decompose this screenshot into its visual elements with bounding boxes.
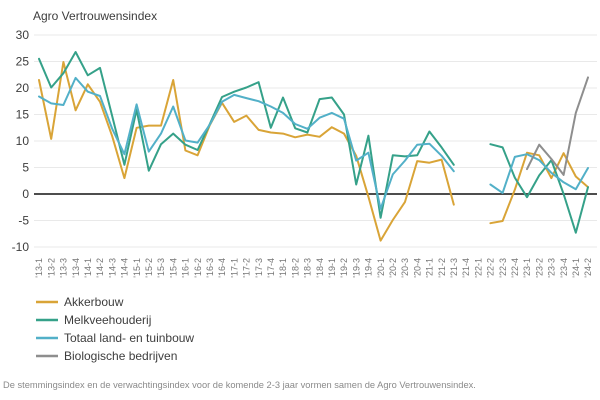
svg-text:'19-2: '19-2 <box>339 258 349 278</box>
svg-text:'17-2: '17-2 <box>242 258 252 278</box>
svg-text:De stemmingsindex en de verwac: De stemmingsindex en de verwachtingsinde… <box>3 380 476 390</box>
svg-text:'15-1: '15-1 <box>132 258 142 278</box>
svg-text:'16-1: '16-1 <box>181 258 191 278</box>
svg-text:'22-3: '22-3 <box>498 258 508 278</box>
svg-text:'13-4: '13-4 <box>71 258 81 278</box>
svg-text:'13-1: '13-1 <box>34 258 44 278</box>
svg-text:'13-3: '13-3 <box>59 258 69 278</box>
svg-text:'20-2: '20-2 <box>388 258 398 278</box>
svg-text:'18-3: '18-3 <box>303 258 313 278</box>
svg-text:'24-1: '24-1 <box>571 258 581 278</box>
svg-text:'19-4: '19-4 <box>364 258 374 278</box>
svg-text:'16-4: '16-4 <box>217 258 227 278</box>
svg-text:'13-2: '13-2 <box>46 258 56 278</box>
svg-text:'21-1: '21-1 <box>425 258 435 278</box>
svg-text:'15-4: '15-4 <box>168 258 178 278</box>
svg-text:'17-4: '17-4 <box>266 258 276 278</box>
svg-text:'22-4: '22-4 <box>510 258 520 278</box>
svg-text:30: 30 <box>16 28 30 42</box>
svg-text:'21-3: '21-3 <box>449 258 459 278</box>
svg-text:Biologische bedrijven: Biologische bedrijven <box>64 349 177 363</box>
svg-text:'18-4: '18-4 <box>315 258 325 278</box>
svg-text:'15-3: '15-3 <box>156 258 166 278</box>
svg-text:'15-2: '15-2 <box>144 258 154 278</box>
svg-text:-10: -10 <box>12 240 30 254</box>
svg-text:'16-3: '16-3 <box>205 258 215 278</box>
svg-text:10: 10 <box>16 134 30 148</box>
svg-text:'20-1: '20-1 <box>376 258 386 278</box>
svg-text:'23-2: '23-2 <box>534 258 544 278</box>
svg-text:'22-2: '22-2 <box>486 258 496 278</box>
svg-text:'18-1: '18-1 <box>278 258 288 278</box>
svg-text:Melkveehouderij: Melkveehouderij <box>64 313 151 327</box>
svg-text:'21-2: '21-2 <box>437 258 447 278</box>
svg-text:20: 20 <box>16 81 30 95</box>
svg-text:'19-3: '19-3 <box>351 258 361 278</box>
svg-text:'22-1: '22-1 <box>473 258 483 278</box>
svg-text:'19-1: '19-1 <box>327 258 337 278</box>
svg-text:'24-2: '24-2 <box>583 258 593 278</box>
svg-text:Agro Vertrouwensindex: Agro Vertrouwensindex <box>33 9 157 23</box>
svg-text:'14-2: '14-2 <box>95 258 105 278</box>
svg-text:5: 5 <box>22 161 29 175</box>
svg-text:0: 0 <box>22 187 29 201</box>
svg-text:'20-4: '20-4 <box>412 258 422 278</box>
svg-text:'21-4: '21-4 <box>461 258 471 278</box>
svg-text:Akkerbouw: Akkerbouw <box>64 295 124 309</box>
svg-text:'18-2: '18-2 <box>290 258 300 278</box>
svg-text:'17-3: '17-3 <box>254 258 264 278</box>
svg-text:'23-3: '23-3 <box>547 258 557 278</box>
svg-text:'23-4: '23-4 <box>559 258 569 278</box>
svg-text:'20-3: '20-3 <box>400 258 410 278</box>
svg-text:'16-2: '16-2 <box>193 258 203 278</box>
svg-text:Totaal land- en tuinbouw: Totaal land- en tuinbouw <box>64 331 194 345</box>
svg-text:-5: -5 <box>18 214 29 228</box>
svg-text:'17-1: '17-1 <box>229 258 239 278</box>
svg-text:'23-1: '23-1 <box>522 258 532 278</box>
svg-text:'14-3: '14-3 <box>107 258 117 278</box>
svg-text:25: 25 <box>16 55 30 69</box>
svg-text:'14-4: '14-4 <box>120 258 130 278</box>
svg-text:15: 15 <box>16 108 30 122</box>
svg-text:'14-1: '14-1 <box>83 258 93 278</box>
